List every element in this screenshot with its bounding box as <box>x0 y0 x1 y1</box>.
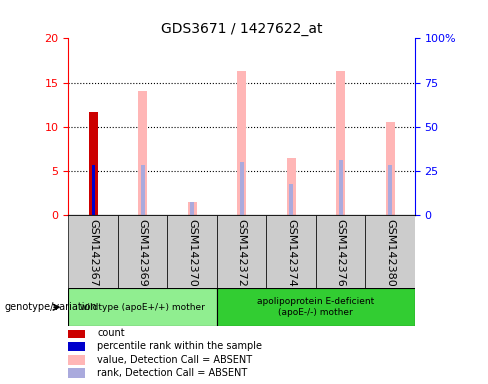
Text: value, Detection Call = ABSENT: value, Detection Call = ABSENT <box>97 355 252 365</box>
Bar <box>138 91 147 215</box>
Bar <box>366 215 415 288</box>
Text: percentile rank within the sample: percentile rank within the sample <box>97 341 262 351</box>
Bar <box>68 288 217 326</box>
Bar <box>89 112 98 215</box>
Bar <box>289 184 293 215</box>
Bar <box>92 165 95 215</box>
Text: GSM142372: GSM142372 <box>237 219 246 286</box>
Bar <box>388 165 392 215</box>
Title: GDS3671 / 1427622_at: GDS3671 / 1427622_at <box>161 22 322 36</box>
Bar <box>68 368 85 378</box>
Text: GSM142370: GSM142370 <box>187 219 197 286</box>
Text: GSM142367: GSM142367 <box>88 219 98 286</box>
Text: GSM142369: GSM142369 <box>138 219 147 286</box>
Bar <box>217 288 415 326</box>
Bar <box>68 215 118 288</box>
Text: GSM142380: GSM142380 <box>385 219 395 286</box>
Text: count: count <box>97 328 124 338</box>
Bar <box>240 162 244 215</box>
Bar <box>316 215 366 288</box>
Bar <box>68 328 85 338</box>
Text: apolipoprotein E-deficient
(apoE-/-) mother: apolipoprotein E-deficient (apoE-/-) mot… <box>257 298 374 317</box>
Bar <box>190 202 194 215</box>
Bar <box>187 202 197 215</box>
Bar <box>217 215 266 288</box>
Text: GSM142374: GSM142374 <box>286 219 296 286</box>
Bar <box>68 341 85 351</box>
Text: rank, Detection Call = ABSENT: rank, Detection Call = ABSENT <box>97 368 247 378</box>
Bar <box>266 215 316 288</box>
Bar <box>68 355 85 365</box>
Bar <box>336 71 345 215</box>
Bar <box>141 165 144 215</box>
Bar <box>167 215 217 288</box>
Bar <box>286 158 296 215</box>
Text: GSM142376: GSM142376 <box>336 219 346 286</box>
Bar <box>237 71 246 215</box>
Text: wildtype (apoE+/+) mother: wildtype (apoE+/+) mother <box>80 303 205 312</box>
Bar <box>118 215 167 288</box>
Bar <box>339 160 343 215</box>
Bar <box>386 122 394 215</box>
Text: genotype/variation: genotype/variation <box>5 302 98 312</box>
